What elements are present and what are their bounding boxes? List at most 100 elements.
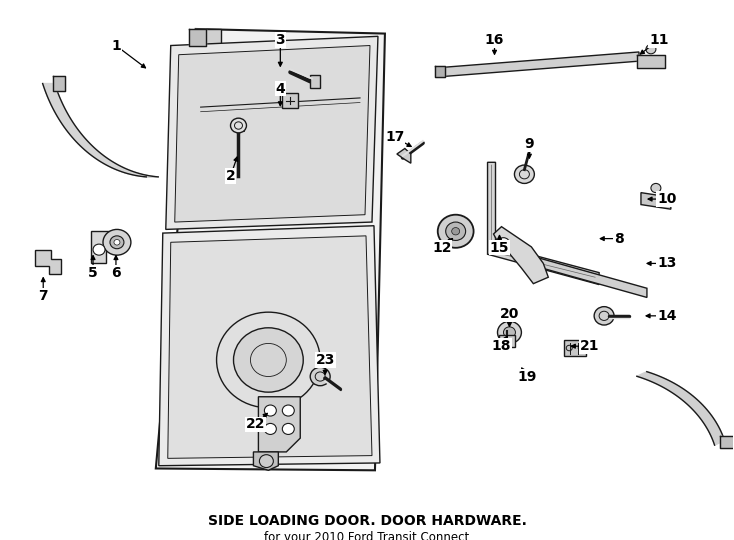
Polygon shape [564,340,586,356]
Polygon shape [44,87,57,90]
Polygon shape [708,427,720,434]
Polygon shape [686,398,697,404]
Polygon shape [699,411,710,418]
Polygon shape [661,382,675,388]
Polygon shape [127,173,142,174]
Polygon shape [708,424,719,431]
Polygon shape [35,249,61,274]
Polygon shape [94,157,109,159]
Polygon shape [168,236,372,458]
Text: 4: 4 [275,82,286,96]
Polygon shape [674,389,686,396]
Text: 6: 6 [111,266,121,280]
Text: 12: 12 [432,241,451,255]
Polygon shape [112,167,126,168]
Polygon shape [103,164,118,165]
Polygon shape [713,436,724,443]
Polygon shape [76,141,90,144]
Polygon shape [130,174,145,175]
Circle shape [233,328,303,392]
Polygon shape [666,385,679,391]
Polygon shape [695,408,707,414]
Polygon shape [61,122,74,124]
Polygon shape [189,29,206,45]
Circle shape [646,45,656,54]
Polygon shape [51,105,65,108]
Polygon shape [493,227,548,284]
Polygon shape [101,162,116,164]
Circle shape [103,230,131,255]
Polygon shape [697,409,708,416]
Polygon shape [397,148,411,163]
Polygon shape [702,416,713,422]
Polygon shape [691,403,703,410]
Polygon shape [687,400,700,406]
Polygon shape [82,148,97,150]
Circle shape [594,307,614,325]
Polygon shape [109,166,123,167]
Circle shape [93,244,105,255]
Polygon shape [175,45,370,222]
Polygon shape [258,397,300,452]
Polygon shape [651,377,664,383]
Polygon shape [90,154,103,156]
Polygon shape [106,165,121,166]
Text: 2: 2 [225,169,236,183]
Polygon shape [87,152,101,154]
Text: 18: 18 [492,339,512,353]
Text: 21: 21 [579,339,599,353]
Circle shape [498,238,509,249]
Polygon shape [84,150,99,152]
Polygon shape [710,429,721,436]
Polygon shape [50,102,63,105]
Polygon shape [91,231,116,264]
Circle shape [110,236,124,249]
Polygon shape [122,172,137,173]
Text: 1: 1 [111,38,121,52]
Text: 13: 13 [657,256,677,271]
Polygon shape [53,76,65,91]
Polygon shape [679,393,691,399]
Polygon shape [656,379,669,385]
Circle shape [310,367,330,386]
Polygon shape [487,163,599,285]
Polygon shape [66,130,80,132]
Text: 10: 10 [657,192,677,206]
Polygon shape [689,402,701,408]
Text: 8: 8 [614,232,624,246]
Polygon shape [68,132,81,134]
Polygon shape [74,139,88,141]
Polygon shape [648,376,661,381]
Polygon shape [92,156,106,157]
Polygon shape [196,29,220,49]
Polygon shape [500,335,515,347]
Circle shape [114,240,120,245]
Text: 15: 15 [490,241,509,255]
Polygon shape [62,124,76,127]
Polygon shape [700,414,712,420]
Text: 20: 20 [500,307,519,321]
Polygon shape [72,137,86,139]
Polygon shape [117,170,131,171]
Polygon shape [637,55,665,68]
Polygon shape [253,452,278,470]
Circle shape [651,184,661,193]
Circle shape [504,327,515,338]
Text: 22: 22 [246,417,265,431]
Text: 23: 23 [316,353,335,367]
Polygon shape [535,257,647,298]
Text: SIDE LOADING DOOR. DOOR HARDWARE.: SIDE LOADING DOOR. DOOR HARDWARE. [208,515,526,529]
Polygon shape [669,386,682,393]
Polygon shape [80,146,95,148]
Text: 16: 16 [485,33,504,47]
Polygon shape [310,75,320,88]
Polygon shape [156,29,385,470]
Circle shape [283,423,294,435]
Polygon shape [45,90,58,93]
Polygon shape [166,36,378,230]
Circle shape [259,455,273,468]
Polygon shape [435,66,445,77]
Polygon shape [683,396,695,402]
Polygon shape [640,373,653,378]
Text: 17: 17 [385,131,404,145]
